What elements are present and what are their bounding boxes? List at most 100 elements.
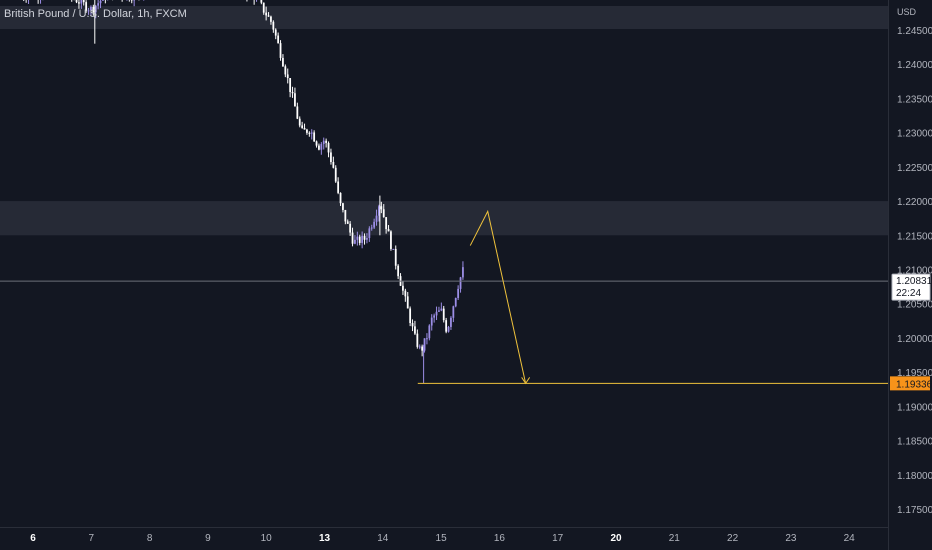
candle-body xyxy=(282,57,284,67)
candle-body xyxy=(82,0,85,3)
candle-body xyxy=(265,12,268,16)
candle-body xyxy=(90,6,92,11)
candle-body xyxy=(454,297,457,307)
candle-body xyxy=(433,315,436,318)
candle-body xyxy=(262,2,265,13)
candle-body xyxy=(375,215,378,222)
candle-body xyxy=(270,16,272,22)
candle-body xyxy=(354,239,356,244)
y-tick-label: 1.23000 xyxy=(897,129,932,140)
candle-body xyxy=(94,5,97,13)
y-tick-label: 1.19500 xyxy=(897,368,932,379)
y-tick-label: 1.22000 xyxy=(897,197,932,208)
x-tick-label: 8 xyxy=(147,533,153,544)
x-tick-label: 23 xyxy=(785,533,797,544)
x-tick-label: 20 xyxy=(610,533,622,544)
currency-label: USD xyxy=(897,7,917,17)
candle-body xyxy=(462,267,464,278)
x-tick-label: 21 xyxy=(669,533,681,544)
candle-body xyxy=(289,78,292,93)
target-price-badge-bg xyxy=(890,376,930,391)
candle-body xyxy=(442,308,445,321)
y-tick-label: 1.24500 xyxy=(897,26,932,37)
candle-body xyxy=(306,129,308,133)
candle-body xyxy=(339,192,342,204)
candle-body xyxy=(99,0,102,4)
candle-body xyxy=(440,308,443,311)
x-tick-label: 16 xyxy=(494,533,506,544)
time-axis[interactable] xyxy=(0,527,888,550)
candle-body xyxy=(368,228,371,239)
candle-body xyxy=(421,346,424,351)
candle-body xyxy=(426,338,428,340)
candle-body xyxy=(363,235,366,240)
candle-body xyxy=(394,248,397,266)
candle-body xyxy=(334,167,337,182)
y-tick-label: 1.20000 xyxy=(897,334,932,345)
candle-body xyxy=(325,140,328,143)
zone-2[interactable] xyxy=(0,201,888,236)
candle-body xyxy=(318,145,320,150)
candle-body xyxy=(272,21,275,30)
x-tick-label: 24 xyxy=(844,533,856,544)
current-price-value: 1.20831 xyxy=(896,276,932,287)
candle-body xyxy=(351,232,354,244)
plot-area[interactable] xyxy=(0,0,888,527)
zone-1[interactable] xyxy=(0,6,888,29)
candle-body xyxy=(308,132,311,134)
candle-body xyxy=(346,221,349,224)
candle-body xyxy=(373,221,376,228)
candle-body xyxy=(75,0,78,3)
x-tick-label: 6 xyxy=(30,533,36,544)
candle-body xyxy=(310,132,313,134)
y-tick-label: 1.18500 xyxy=(897,437,932,448)
y-tick-label: 1.21000 xyxy=(897,266,932,277)
candle-body xyxy=(414,326,416,334)
candle-body xyxy=(457,288,460,298)
candle-body xyxy=(423,338,426,351)
candle-body xyxy=(332,161,335,168)
candle-body xyxy=(284,66,287,75)
candle-body xyxy=(445,320,448,332)
candle-body xyxy=(378,206,380,216)
candle-body xyxy=(390,231,392,249)
candle-body xyxy=(387,229,390,232)
x-tick-label: 13 xyxy=(319,533,331,544)
candle-body xyxy=(342,203,344,210)
candle-body xyxy=(315,141,318,146)
candle-body xyxy=(392,248,395,250)
candle-body xyxy=(80,0,83,4)
forecast-path[interactable] xyxy=(469,209,527,384)
candle-body xyxy=(438,310,440,312)
candle-body xyxy=(402,285,404,291)
candle-body xyxy=(277,35,280,44)
y-tick-label: 1.18000 xyxy=(897,471,932,482)
candle-body xyxy=(416,333,419,347)
candle-body xyxy=(303,127,306,130)
candle-body xyxy=(385,217,388,230)
x-tick-label: 15 xyxy=(436,533,448,544)
candle-body xyxy=(85,2,88,11)
candle-body xyxy=(294,93,296,107)
candle-body xyxy=(459,277,462,289)
y-tick-label: 1.17500 xyxy=(897,505,932,516)
candle-body xyxy=(344,209,347,222)
candle-body xyxy=(322,140,325,145)
candle-body xyxy=(296,106,299,119)
candle-body xyxy=(102,0,104,1)
candle-body xyxy=(361,235,364,243)
candle-body xyxy=(279,43,282,58)
x-tick-label: 10 xyxy=(261,533,273,544)
x-tick-label: 22 xyxy=(727,533,739,544)
candle-body xyxy=(349,223,352,233)
candle-body xyxy=(330,152,332,162)
symbol-legend[interactable]: British Pound / U.S. Dollar, 1h, FXCM xyxy=(4,8,187,20)
x-tick-label: 14 xyxy=(377,533,389,544)
candle-body xyxy=(430,317,433,326)
candle-body xyxy=(87,10,90,12)
candle-body xyxy=(78,2,80,4)
candle-body xyxy=(370,227,373,229)
candle-body xyxy=(409,308,412,323)
